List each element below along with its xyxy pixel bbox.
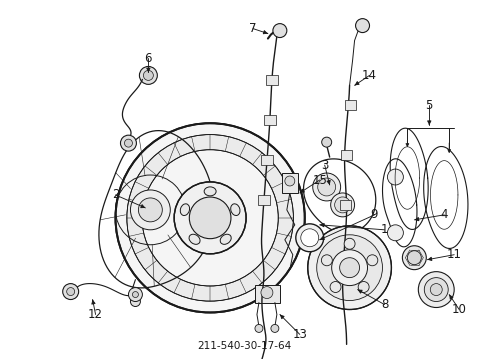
Ellipse shape <box>189 234 200 244</box>
Circle shape <box>344 238 354 249</box>
Circle shape <box>312 173 340 201</box>
Circle shape <box>124 139 132 147</box>
Text: 9: 9 <box>370 208 378 221</box>
Circle shape <box>424 278 447 302</box>
Circle shape <box>174 182 245 254</box>
Text: 10: 10 <box>451 303 466 316</box>
Circle shape <box>355 19 369 32</box>
Ellipse shape <box>180 204 189 216</box>
Circle shape <box>402 246 426 270</box>
Circle shape <box>330 193 354 217</box>
Bar <box>264 115 275 125</box>
Ellipse shape <box>230 204 240 216</box>
Bar <box>265 75 277 85</box>
Circle shape <box>128 288 142 302</box>
Circle shape <box>261 287 272 298</box>
Circle shape <box>130 297 140 306</box>
Text: 12: 12 <box>88 308 103 321</box>
Ellipse shape <box>203 187 216 196</box>
Text: 8: 8 <box>380 298 387 311</box>
Circle shape <box>321 137 331 147</box>
Bar <box>340 150 351 160</box>
Text: 6: 6 <box>144 52 152 65</box>
Bar <box>258 195 269 205</box>
Text: 15: 15 <box>312 174 326 186</box>
Bar <box>339 200 350 210</box>
Text: 211-540-30-17-64: 211-540-30-17-64 <box>197 341 291 351</box>
Circle shape <box>254 324 263 332</box>
Text: 5: 5 <box>425 99 432 112</box>
Circle shape <box>126 135 293 301</box>
Bar <box>261 155 272 165</box>
Circle shape <box>132 292 138 298</box>
Bar <box>281 173 297 193</box>
Circle shape <box>407 251 421 265</box>
Text: 4: 4 <box>440 208 447 221</box>
Circle shape <box>270 324 278 332</box>
Circle shape <box>62 284 79 300</box>
Text: 7: 7 <box>249 22 256 35</box>
Text: 3: 3 <box>320 158 328 172</box>
Circle shape <box>139 67 157 84</box>
Circle shape <box>120 135 136 151</box>
Circle shape <box>316 235 382 301</box>
Circle shape <box>142 150 278 286</box>
Text: 13: 13 <box>292 328 306 341</box>
Text: 11: 11 <box>446 248 461 261</box>
Ellipse shape <box>220 234 231 244</box>
Bar <box>344 100 355 110</box>
Circle shape <box>272 24 286 37</box>
Circle shape <box>143 71 153 80</box>
Circle shape <box>130 190 170 230</box>
Circle shape <box>334 197 350 213</box>
Bar <box>254 285 279 302</box>
Circle shape <box>329 282 340 292</box>
Circle shape <box>321 255 332 266</box>
Text: 1: 1 <box>380 223 387 236</box>
Circle shape <box>138 198 162 222</box>
Circle shape <box>331 250 367 285</box>
Circle shape <box>295 224 323 252</box>
Circle shape <box>386 169 403 185</box>
Circle shape <box>417 272 453 307</box>
Circle shape <box>366 255 377 266</box>
Circle shape <box>386 225 403 241</box>
Circle shape <box>66 288 75 296</box>
Circle shape <box>357 282 368 292</box>
Circle shape <box>307 226 390 310</box>
Circle shape <box>339 258 359 278</box>
Circle shape <box>285 176 294 186</box>
Text: 2: 2 <box>112 188 119 202</box>
Text: 14: 14 <box>361 69 376 82</box>
Circle shape <box>189 197 230 239</box>
Circle shape <box>429 284 441 296</box>
Circle shape <box>300 229 318 247</box>
Circle shape <box>115 123 304 312</box>
Circle shape <box>317 178 335 196</box>
